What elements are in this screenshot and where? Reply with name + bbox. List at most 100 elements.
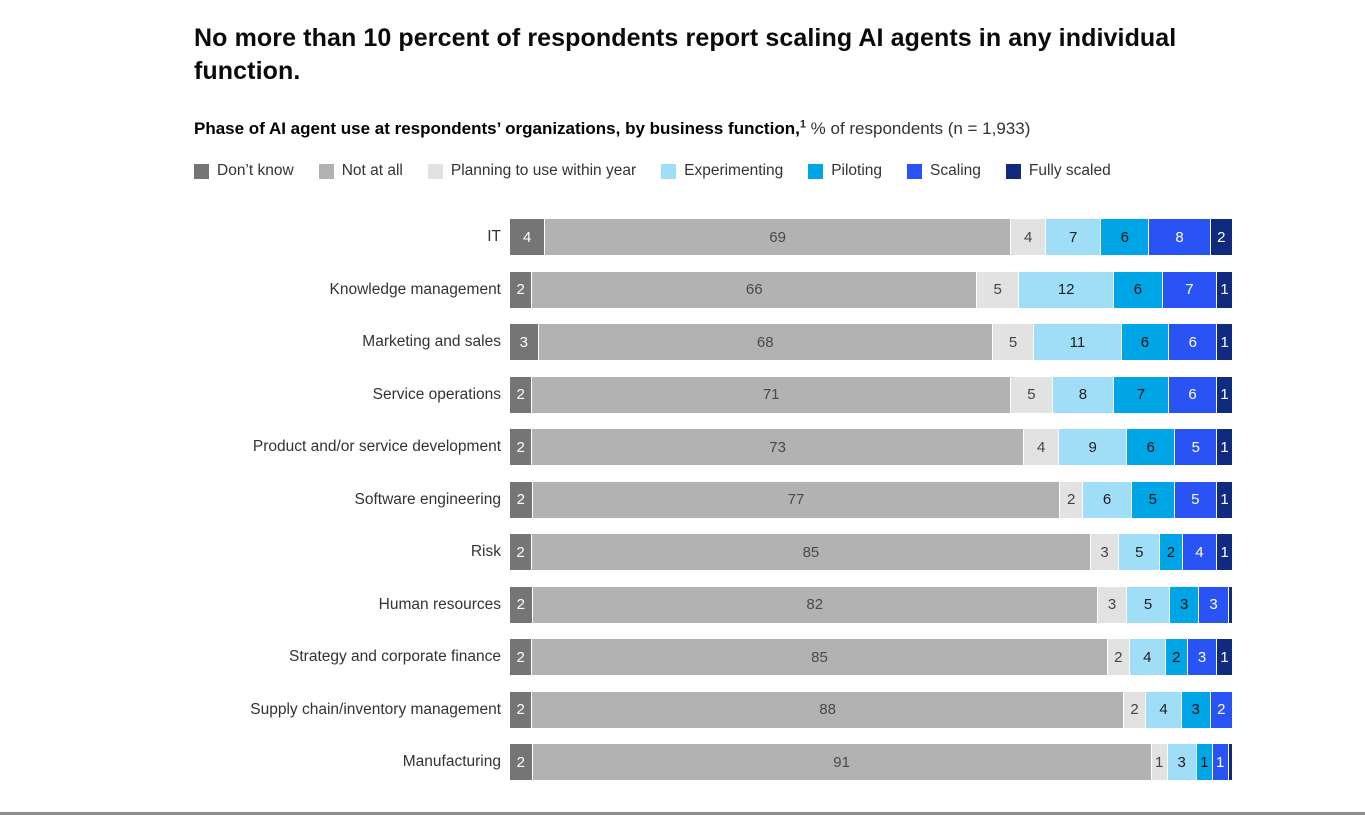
bar-segment-piloting: 6	[1121, 324, 1169, 360]
legend-swatch-scaling	[907, 163, 923, 179]
bar-segment-don-t-know: 2	[510, 639, 532, 675]
bar-segment-don-t-know: 3	[510, 324, 538, 360]
bar-stack: 2 85 3 5 2 4 1	[510, 534, 1232, 570]
legend-label: Not at all	[341, 162, 403, 179]
bar-segment-don-t-know: 2	[510, 376, 532, 413]
bar-segment-planning-to-use-within-year: 5	[1010, 376, 1052, 413]
bar-segment-scaling: 2	[1210, 691, 1233, 728]
chart-row-it: IT 4 69 4 7 6 8 2	[194, 219, 1235, 255]
row-label: Supply chain/inventory management	[250, 700, 501, 718]
chart-row-risk: Risk 2 85 3 5 2 4 1	[194, 534, 1235, 570]
row-label: Software engineering	[354, 490, 502, 508]
legend-label: Planning to use within year	[450, 162, 637, 179]
bar-segment-scaling: 1	[1212, 744, 1228, 780]
legend-item-experimenting: Experimenting	[661, 162, 783, 180]
legend-label: Don’t know	[217, 162, 294, 179]
chart-row-human-resources: Human resources 2 82 3 5 3 3	[194, 586, 1235, 623]
bar-segment-don-t-know: 2	[510, 481, 532, 518]
bar-segment-planning-to-use-within-year: 5	[992, 324, 1034, 360]
chart-row-service-operations: Service operations 2 71 5 8 7 6 1	[194, 376, 1235, 413]
bar-segment-piloting: 6	[1101, 219, 1149, 255]
bar-segment-not-at-all: 88	[532, 691, 1123, 728]
page-title: No more than 10 percent of respondents r…	[194, 24, 1177, 85]
bar-segment-don-t-know: 2	[510, 691, 532, 728]
chart-row-marketing-and-sales: Marketing and sales 3 68 5 11 6 6 1	[194, 324, 1235, 360]
bar-segment-piloting: 5	[1132, 481, 1174, 518]
bar-segment-fully-scaled: 1	[1217, 376, 1233, 413]
bar-segment-not-at-all: 69	[545, 219, 1010, 255]
row-label: Knowledge management	[329, 280, 501, 298]
bar-segment-experimenting: 11	[1034, 324, 1121, 360]
row-label: IT	[487, 228, 501, 245]
bar-segment-piloting: 1	[1196, 744, 1212, 780]
legend-item-planning-to-use-within-year: Planning to use within year	[427, 162, 637, 180]
bar-segment-planning-to-use-within-year: 4	[1023, 429, 1059, 465]
subtitle-bold: Phase of AI agent use at respondents’ or…	[194, 119, 800, 138]
row-label: Risk	[470, 543, 501, 560]
chart-row-manufacturing: Manufacturing 2 91 1 3 1 1	[194, 744, 1235, 780]
chart-row-strategy-and-corporate-finance: Strategy and corporate finance 2 85 2 4 2 3 1	[194, 639, 1235, 675]
bar-segment-don-t-know: 2	[510, 534, 532, 570]
bar-segment-planning-to-use-within-year: 3	[1090, 534, 1119, 570]
bar-segment-piloting: 3	[1181, 691, 1210, 728]
bar-segment-planning-to-use-within-year: 3	[1097, 586, 1127, 623]
legend-label: Scaling	[930, 162, 981, 179]
bar-stack: 2 91 1 3 1 1	[510, 744, 1232, 780]
bar-segment-piloting: 2	[1160, 534, 1182, 570]
bar-segment-planning-to-use-within-year: 2	[1060, 481, 1082, 518]
bar-segment-don-t-know: 2	[510, 586, 532, 623]
bar-segment-piloting: 6	[1127, 429, 1175, 465]
subtitle-footnote-marker: 1	[799, 118, 806, 131]
row-label: Product and/or service development	[252, 438, 501, 455]
bar-segment-not-at-all: 73	[532, 429, 1023, 465]
subtitle-rest: % of respondents (n = 1,933)	[805, 119, 1031, 138]
bar-segment-not-at-all: 85	[532, 534, 1090, 570]
chart-row-knowledge-management: Knowledge management 2 66 5 12 6 7 1	[194, 271, 1235, 308]
bar-segment-not-at-all: 71	[532, 376, 1010, 413]
bar-segment-piloting: 3	[1169, 586, 1199, 623]
legend-swatch-don-t-know	[194, 163, 209, 179]
legend-item-fully-scaled: Fully scaled	[1005, 162, 1111, 180]
bar-segment-scaling: 4	[1182, 534, 1217, 570]
chart-row-software-engineering: Software engineering 2 77 2 6 5 5 1	[194, 481, 1235, 518]
bar-segment-experimenting: 5	[1127, 586, 1169, 623]
bar-segment-not-at-all: 66	[532, 271, 977, 308]
bar-segment-scaling: 8	[1149, 219, 1210, 255]
bar-stack: 2 77 2 6 5 5 1	[510, 481, 1232, 518]
bar-segment-fully-scaled: 1	[1217, 534, 1232, 570]
bar-stack: 4 69 4 7 6 8 2	[510, 219, 1232, 255]
bar-segment-don-t-know: 2	[510, 271, 532, 308]
bar-segment-planning-to-use-within-year: 2	[1123, 691, 1146, 728]
bar-segment-not-at-all: 91	[532, 744, 1151, 780]
bar-segment-planning-to-use-within-year: 2	[1107, 639, 1130, 675]
bar-segment-scaling: 5	[1174, 481, 1217, 518]
legend-item-scaling: Scaling	[907, 162, 981, 180]
bar-stack: 2 73 4 9 6 5 1	[510, 429, 1233, 465]
legend-label: Piloting	[831, 162, 883, 179]
bar-stack: 2 82 3 5 3 3	[510, 586, 1233, 623]
bar-segment-scaling: 3	[1188, 639, 1217, 675]
bar-segment-piloting: 7	[1114, 376, 1168, 413]
bar-segment-fully-scaled: 1	[1217, 271, 1232, 308]
bar-segment-experimenting: 5	[1119, 534, 1160, 570]
bar-segment-experimenting: 12	[1018, 271, 1114, 308]
chart-subtitle: Phase of AI agent use at respondents’ or…	[194, 119, 1235, 139]
stacked-bar-chart: IT 4 69 4 7 6 8 2 Knowledge management 2 66 5 12 6 7 1 M…	[194, 219, 1235, 780]
bar-segment-don-t-know: 2	[510, 429, 532, 465]
bar-segment-fully-scaled: 1	[1217, 429, 1233, 465]
bar-segment-not-at-all: 82	[532, 586, 1097, 623]
bottom-rule	[0, 812, 1365, 815]
bar-segment-fully-scaled: 1	[1217, 324, 1232, 360]
legend-swatch-fully-scaled	[1005, 163, 1021, 179]
bar-segment-scaling: 5	[1175, 429, 1217, 465]
bar-segment-don-t-know: 4	[510, 219, 545, 255]
legend-label: Experimenting	[684, 162, 784, 179]
bar-segment-fully-scaled: 2	[1210, 219, 1232, 255]
legend-swatch-piloting	[808, 163, 824, 179]
bar-segment-scaling: 7	[1162, 271, 1217, 308]
legend-item-don-t-know: Don’t know	[194, 162, 294, 180]
row-label: Strategy and corporate finance	[289, 648, 501, 665]
bar-segment-fully-scaled	[1228, 586, 1233, 623]
bar-segment-piloting: 6	[1114, 271, 1162, 308]
row-label: Marketing and sales	[362, 333, 501, 350]
